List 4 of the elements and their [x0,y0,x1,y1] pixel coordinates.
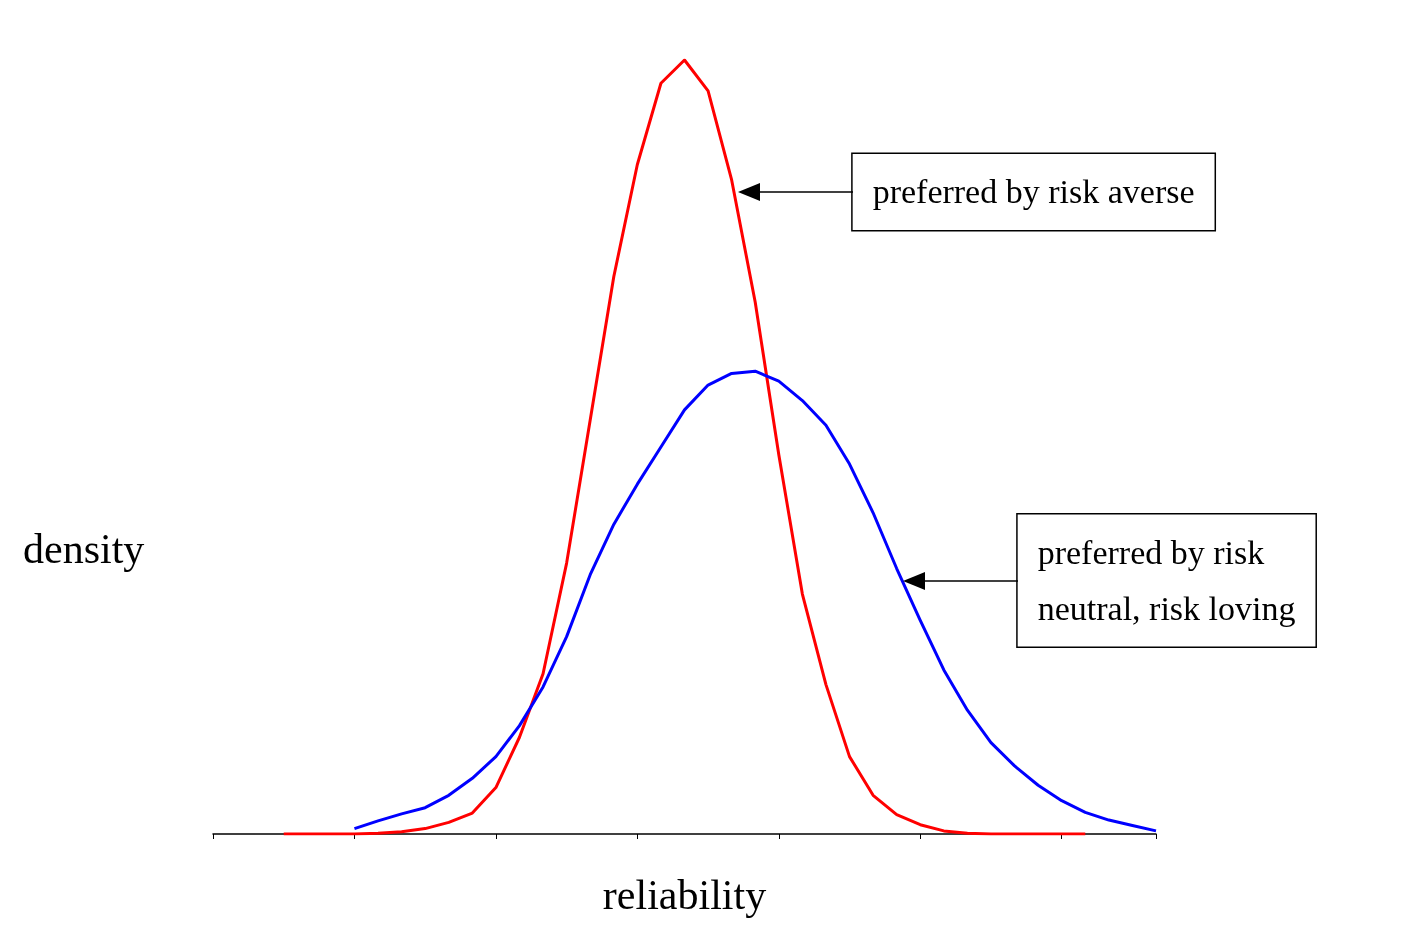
annotation: preferred by risk averse [872,173,1195,211]
x-axis-title: reliability [602,872,767,918]
annotation: preferred by risk neutral, risk loving [1037,534,1296,628]
y-axis-title: density [23,526,145,572]
